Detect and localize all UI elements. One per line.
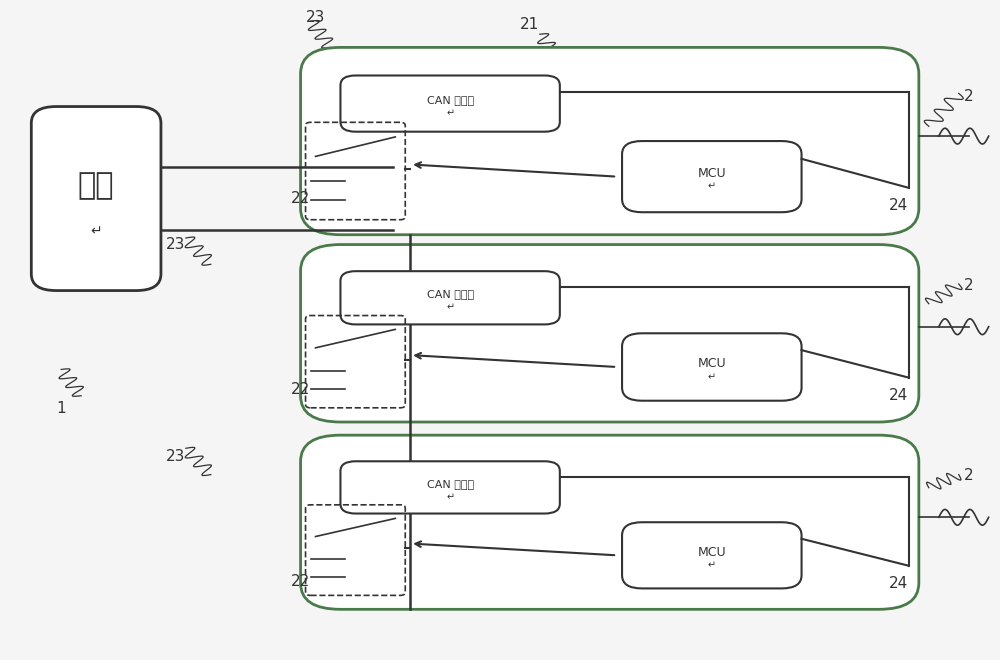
FancyBboxPatch shape (340, 461, 560, 513)
Text: ↵: ↵ (90, 224, 102, 238)
Text: ↵: ↵ (708, 182, 716, 191)
FancyBboxPatch shape (622, 522, 802, 589)
Text: 主机: 主机 (78, 171, 114, 200)
Text: 2: 2 (964, 89, 974, 104)
FancyBboxPatch shape (340, 75, 560, 132)
FancyBboxPatch shape (301, 245, 919, 422)
Text: CAN 收发器: CAN 收发器 (427, 290, 474, 300)
FancyBboxPatch shape (31, 106, 161, 290)
Text: MCU: MCU (697, 167, 726, 180)
Text: MCU: MCU (697, 546, 726, 558)
Text: 24: 24 (889, 576, 909, 591)
Text: ↵: ↵ (446, 492, 454, 502)
Text: 22: 22 (291, 191, 310, 206)
Text: 2: 2 (964, 469, 974, 483)
Text: ↵: ↵ (708, 372, 716, 382)
Text: 22: 22 (291, 574, 310, 589)
Text: ↵: ↵ (446, 303, 454, 313)
Text: 23: 23 (166, 237, 186, 252)
Text: 2: 2 (964, 278, 974, 293)
FancyBboxPatch shape (301, 435, 919, 609)
Text: 23: 23 (306, 11, 325, 25)
Text: MCU: MCU (697, 357, 726, 370)
FancyBboxPatch shape (622, 333, 802, 401)
FancyBboxPatch shape (622, 141, 802, 213)
Text: 1: 1 (56, 401, 66, 416)
Text: 23: 23 (166, 449, 186, 464)
Text: 24: 24 (889, 197, 909, 213)
Text: CAN 收发器: CAN 收发器 (427, 95, 474, 106)
Text: 21: 21 (520, 17, 540, 32)
Text: 24: 24 (889, 388, 909, 403)
Text: 22: 22 (291, 381, 310, 397)
FancyBboxPatch shape (340, 271, 560, 325)
Text: ↵: ↵ (446, 108, 454, 118)
Text: CAN 收发器: CAN 收发器 (427, 479, 474, 489)
FancyBboxPatch shape (301, 48, 919, 235)
Text: ↵: ↵ (708, 560, 716, 570)
